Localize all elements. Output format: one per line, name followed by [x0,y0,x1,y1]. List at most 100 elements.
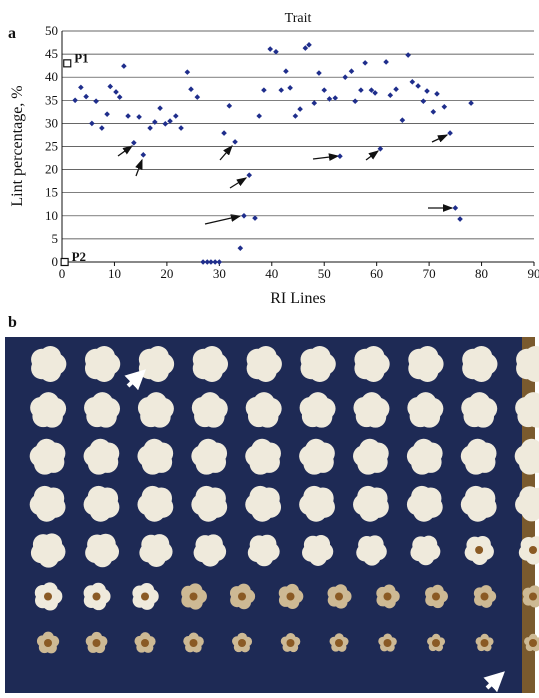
y-tick-label: 15 [45,185,58,200]
boll-lobe [204,451,226,473]
point [306,42,312,48]
y-tick-label: 40 [45,69,58,84]
point [267,46,273,52]
boll-center [287,639,295,647]
point [173,113,179,119]
boll-center [238,593,246,601]
point [140,152,146,158]
point [405,52,411,58]
arrow [220,146,232,160]
point [327,96,333,102]
boll-lobe [476,398,498,420]
arrow [230,178,246,188]
point [125,113,131,119]
arrow [118,146,132,156]
x-tick-label: 20 [160,266,173,281]
boll-lobe [302,544,320,562]
boll-lobe [201,346,223,368]
point [72,98,78,104]
boll-lobe [359,500,381,522]
annotation-arrows [118,135,452,224]
point [388,92,394,98]
point [226,103,232,109]
boll-lobe [474,451,496,473]
point [293,113,299,119]
point [104,111,110,117]
y-axis-label: Lint percentage, % [9,85,26,206]
point [121,63,127,69]
y-tick-label: 30 [45,115,58,130]
x-tick-label: 60 [370,266,383,281]
panel-label: b [8,314,17,331]
y-tick-label: 5 [52,231,59,246]
boll-center [44,593,52,601]
boll-lobe [410,544,427,561]
point [185,69,191,75]
point [107,84,113,90]
point [217,259,223,265]
boll-lobe [43,451,65,473]
x-axis-label: RI Lines [270,290,326,307]
boll-center [432,593,440,601]
y-tick-label: 50 [45,23,58,38]
boll-center [481,593,489,601]
point [117,94,123,100]
point [131,140,137,146]
point [99,125,105,131]
parent-label: P1 [74,50,88,65]
boll-lobe [309,346,331,368]
point [434,91,440,97]
boll-center [529,593,537,601]
boll-lobe [417,346,439,368]
point [358,87,364,93]
point [83,94,89,100]
boll-lobe [420,451,442,473]
point [78,85,84,91]
boll-lobe [198,500,220,522]
boll-lobe [151,451,173,473]
boll-lobe [40,346,62,368]
boll-center [475,546,483,554]
boll-lobe [206,398,228,420]
boll-lobe [93,346,115,368]
point [468,100,474,106]
point [297,106,303,112]
y-tick-label: 0 [52,254,59,269]
x-tick-label: 90 [528,266,539,281]
point [136,114,142,120]
point [89,121,95,127]
boll-lobe [45,398,67,420]
boll-lobe [194,543,213,562]
boll-center [190,639,198,647]
arrow [432,135,447,142]
point [152,119,158,125]
boll-lobe [356,544,373,561]
point [232,139,238,145]
arrow [313,156,338,159]
point [261,87,267,93]
boll-lobe [305,500,327,522]
boll-center [287,593,295,601]
point [400,117,406,123]
x-tick-label: 40 [265,266,278,281]
boll-lobe [258,451,280,473]
boll-lobe [413,500,435,522]
y-tick-label: 35 [45,92,58,107]
point [447,130,453,136]
x-tick-label: 30 [213,266,226,281]
point [453,205,459,211]
chart-title: Trait [285,11,312,26]
boll-center [93,639,101,647]
point [188,86,194,92]
boll-lobe [139,543,158,562]
boll-center [93,593,101,601]
y-tick-label: 25 [45,139,58,154]
parent-label: P2 [72,249,86,264]
boll-lobe [366,451,388,473]
boll-center [238,639,246,647]
arrow [205,216,240,224]
x-tick-label: 10 [108,266,121,281]
point [383,59,389,65]
boll-lobe [363,346,385,368]
